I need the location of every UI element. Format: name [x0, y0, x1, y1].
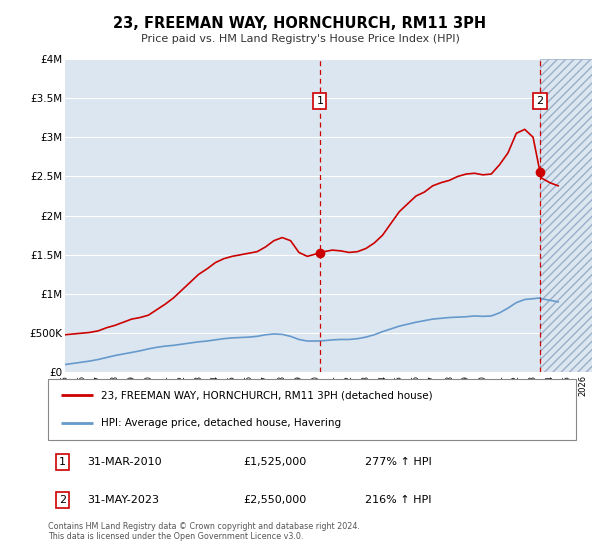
- Text: 2: 2: [59, 495, 67, 505]
- Text: 23, FREEMAN WAY, HORNCHURCH, RM11 3PH (detached house): 23, FREEMAN WAY, HORNCHURCH, RM11 3PH (d…: [101, 390, 433, 400]
- Text: 23, FREEMAN WAY, HORNCHURCH, RM11 3PH: 23, FREEMAN WAY, HORNCHURCH, RM11 3PH: [113, 16, 487, 31]
- FancyBboxPatch shape: [48, 379, 576, 440]
- Text: 216% ↑ HPI: 216% ↑ HPI: [365, 495, 431, 505]
- Text: £1,525,000: £1,525,000: [244, 457, 307, 467]
- Text: 31-MAY-2023: 31-MAY-2023: [88, 495, 160, 505]
- Bar: [540, 59, 592, 372]
- Text: This data is licensed under the Open Government Licence v3.0.: This data is licensed under the Open Gov…: [48, 532, 304, 541]
- Text: 31-MAR-2010: 31-MAR-2010: [88, 457, 162, 467]
- Text: 1: 1: [59, 457, 66, 467]
- Text: Price paid vs. HM Land Registry's House Price Index (HPI): Price paid vs. HM Land Registry's House …: [140, 34, 460, 44]
- Text: 2: 2: [536, 96, 544, 106]
- Text: 277% ↑ HPI: 277% ↑ HPI: [365, 457, 431, 467]
- Text: 1: 1: [316, 96, 323, 106]
- Bar: [540, 59, 592, 372]
- Text: Contains HM Land Registry data © Crown copyright and database right 2024.: Contains HM Land Registry data © Crown c…: [48, 522, 360, 531]
- Text: HPI: Average price, detached house, Havering: HPI: Average price, detached house, Have…: [101, 418, 341, 428]
- Text: £2,550,000: £2,550,000: [244, 495, 307, 505]
